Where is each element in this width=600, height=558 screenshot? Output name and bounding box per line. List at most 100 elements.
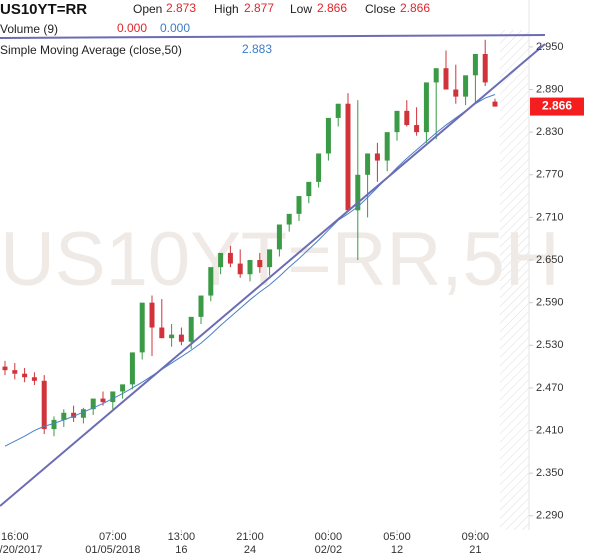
candle-body [286,213,292,225]
candle-body [316,153,322,182]
last-price-label: 2.866 [542,99,572,113]
candle-body [139,302,145,353]
candle-body [198,295,204,317]
x-tick-label: 21 [469,544,481,556]
candle-body [247,260,253,275]
x-tick-label: 24 [244,544,256,556]
candle-body [100,398,106,403]
label: Simple Moving Average (close,50) [0,43,182,57]
y-tick-label: 2.890 [536,83,564,95]
candle-body [345,103,351,211]
x-tick-label: 09:00 [462,531,490,543]
candle-body [276,224,282,250]
value: 2.873 [166,1,196,15]
sma-line [4,94,496,447]
candle-body [80,409,86,418]
label: Volume (9) [0,22,58,36]
candle-body [71,412,77,418]
x-tick-label: 07:00 [99,531,127,543]
candle-body [31,377,37,381]
candle-body [433,68,439,83]
label: Low [290,2,312,16]
candle-body [169,334,175,339]
x-tick-label: 16:00 [1,531,29,543]
candle-body [61,412,67,420]
label: Close [365,2,396,16]
x-tick-label: 13:00 [168,531,196,543]
candle-body [355,174,361,211]
candle-body [51,419,57,430]
candle-body [482,53,488,83]
y-tick-label: 2.830 [536,126,564,138]
candle-body [110,391,116,403]
y-tick-label: 2.350 [536,467,564,479]
candle-body [2,366,8,371]
future-area [500,30,529,530]
candle-body [12,370,18,374]
candle-body [257,260,263,268]
y-tick-label: 2.410 [536,424,564,436]
candle-body [129,352,135,385]
candle-body [472,53,478,76]
value: 2.883 [242,42,272,56]
candle-body [404,110,410,126]
y-tick-label: 2.710 [536,211,564,223]
candle-body [414,125,420,133]
header: US10YT=RR Open 2.873 High 2.877 Low 2.86… [0,1,430,57]
candle-body [296,196,302,214]
candle-body [325,117,331,154]
candle-body [41,380,47,430]
label: Open [133,2,162,16]
candle-body [267,249,273,268]
x-tick-label: 01/05/2018 [85,544,140,556]
candle-body [227,252,233,264]
x-tick-label: 21:00 [236,531,264,543]
candle-body [149,302,155,328]
x-tick-label: 12/20/2017 [0,544,42,556]
candle-body [443,68,449,90]
y-tick-label: 2.470 [536,382,564,394]
candle-body [188,316,194,342]
candle-body [159,327,165,339]
candle-body [90,398,96,410]
x-tick-label: 05:00 [383,531,411,543]
candle-body [374,153,380,161]
value: 0.000 [117,21,147,35]
candle-body [384,132,390,161]
value: 2.866 [317,1,347,15]
candle-body [463,75,469,97]
x-tick-label: 16 [175,544,187,556]
candle-body [306,181,312,197]
x-tick-label: 02/02 [315,544,343,556]
value: 0.000 [160,21,190,35]
y-tick-label: 2.290 [536,510,564,522]
label: High [214,2,239,16]
candle-body [394,110,400,133]
candle-body [492,101,498,107]
y-tick-label: 2.950 [536,41,564,53]
candle-body [453,89,459,97]
symbol: US10YT=RR [0,1,87,18]
y-tick-label: 2.770 [536,169,564,181]
candle-body [22,373,28,378]
value: 2.866 [400,1,430,15]
candle-body [120,384,126,392]
background [500,0,530,530]
y-tick-label: 2.530 [536,339,564,351]
x-tick-label: 12 [391,544,403,556]
y-tick-label: 2.650 [536,254,564,266]
trend-line [0,34,546,39]
x-tick-label: 00:00 [315,531,343,543]
plot [2,39,498,447]
candle-body [208,267,214,296]
last-price-box [530,97,584,116]
candle-body [365,153,371,175]
value: 2.877 [244,1,274,15]
candle-body [178,334,184,342]
candle-body [218,252,224,268]
candle-body [237,263,243,275]
candle-body [423,82,429,133]
y-tick-label: 2.590 [536,297,564,309]
trend-line [0,43,546,507]
